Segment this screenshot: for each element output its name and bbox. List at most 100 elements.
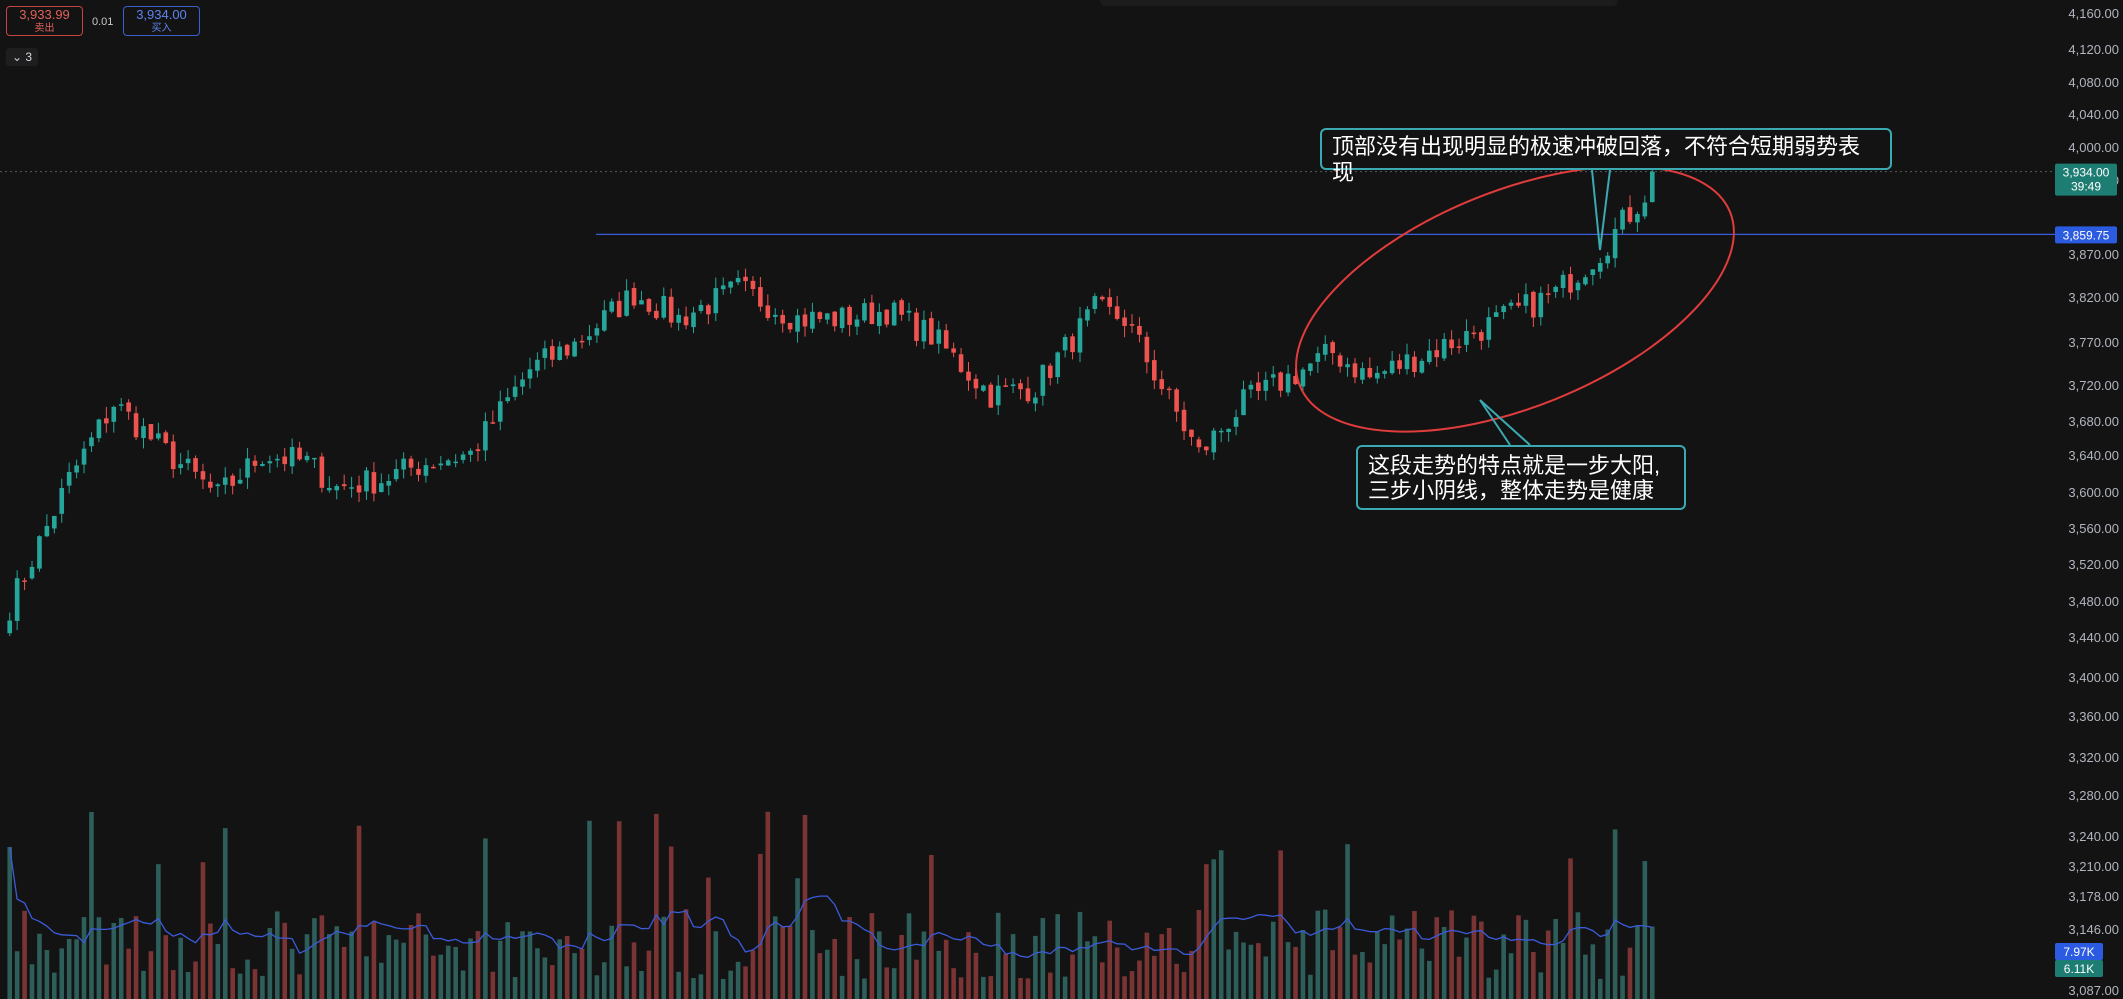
volume-bar [141,970,146,999]
volume-bar [594,975,600,999]
candle [185,450,191,471]
candle [1159,370,1165,396]
collapse-count: 3 [25,50,33,64]
candle-body [1055,352,1060,378]
candle-body [535,359,540,371]
volume-bar [52,972,57,999]
candle-body [282,456,288,465]
candle-body [713,288,719,314]
volume-bar [929,854,934,999]
candle-body [1241,389,1246,416]
candle-body [1211,430,1217,453]
volume-bar [356,825,362,999]
candle-body [1516,302,1521,306]
sell-button[interactable]: 3,933.99 卖出 [6,6,83,36]
candle [780,309,785,333]
volume-bar [1233,931,1239,999]
candle-body [423,465,429,476]
candle [602,300,607,332]
candle [445,458,451,467]
candle-body [1070,336,1075,353]
volume-bar [512,977,518,999]
volume-bar [1382,944,1388,999]
candle-body [74,465,79,473]
candle-body [676,314,681,323]
volume-bar [1627,947,1633,999]
volume-bar [1501,934,1506,999]
candle-body [981,385,986,391]
candle-body [408,458,414,468]
candle-body [572,341,577,357]
candle [1181,401,1187,440]
candle [1575,280,1581,300]
candle-body [371,472,377,494]
candle [1092,293,1098,314]
candle [772,308,778,325]
candle-body [735,278,741,283]
volume-bar [1218,850,1224,999]
price-tick-label: 3,520.00 [2068,557,2119,572]
volume-bar [824,949,830,999]
volume-bar [854,959,860,999]
candle-body [379,483,384,493]
candle [1597,257,1603,279]
candle-body [1538,292,1544,318]
volume-bar [1590,944,1596,999]
candle [817,311,823,323]
candle [141,418,146,449]
volume-bar [1166,927,1172,999]
candle [379,473,384,493]
volume-bar [334,926,340,999]
candle-body [1568,274,1573,293]
candle-body [1635,214,1640,223]
candle-body [743,276,748,282]
candle-body [1092,296,1098,309]
candle [609,298,615,314]
volume-bar [646,950,652,999]
candle [557,341,563,361]
candle-body [787,322,793,330]
candle [1568,266,1573,300]
candle [267,455,273,473]
volume-bar [208,923,213,999]
volume-bar [869,913,875,999]
candle-body [1404,354,1410,370]
volume-bar [1159,934,1165,999]
candle-body [520,379,525,387]
volume-bar [96,917,102,999]
volume-bar [602,962,607,999]
candle-body [126,402,131,412]
candle [743,268,748,292]
candle [1337,352,1343,373]
candle [1003,378,1008,388]
indicator-collapse-toggle[interactable]: ⌄ 3 [6,48,38,66]
candle-body [37,536,42,569]
candle [943,323,949,349]
volume-bar [460,970,466,999]
candle [1099,295,1105,302]
volume-bar [59,948,65,999]
volume-bar [1560,942,1566,999]
candle-body [1099,296,1105,300]
volume-bar [847,916,852,999]
candle [252,455,258,473]
volume-bar [535,948,540,999]
candle-body [386,481,392,486]
volume-bar [750,950,756,999]
annotation-bottom-line-2: 三步小阴线，整体走势是健康 [1368,478,1655,503]
candle-body [951,348,956,353]
price-tick-label: 4,000.00 [2068,140,2119,155]
candle [720,277,726,295]
candle-body [1560,274,1566,289]
candle [1285,364,1291,397]
candle [408,455,414,476]
buy-button[interactable]: 3,934.00 买入 [123,6,200,36]
candle-body [1204,446,1209,451]
volume-bar [416,913,421,999]
candle-body [468,450,473,455]
volume-bar [1256,943,1261,999]
candle [1374,365,1380,384]
candle [200,463,206,490]
